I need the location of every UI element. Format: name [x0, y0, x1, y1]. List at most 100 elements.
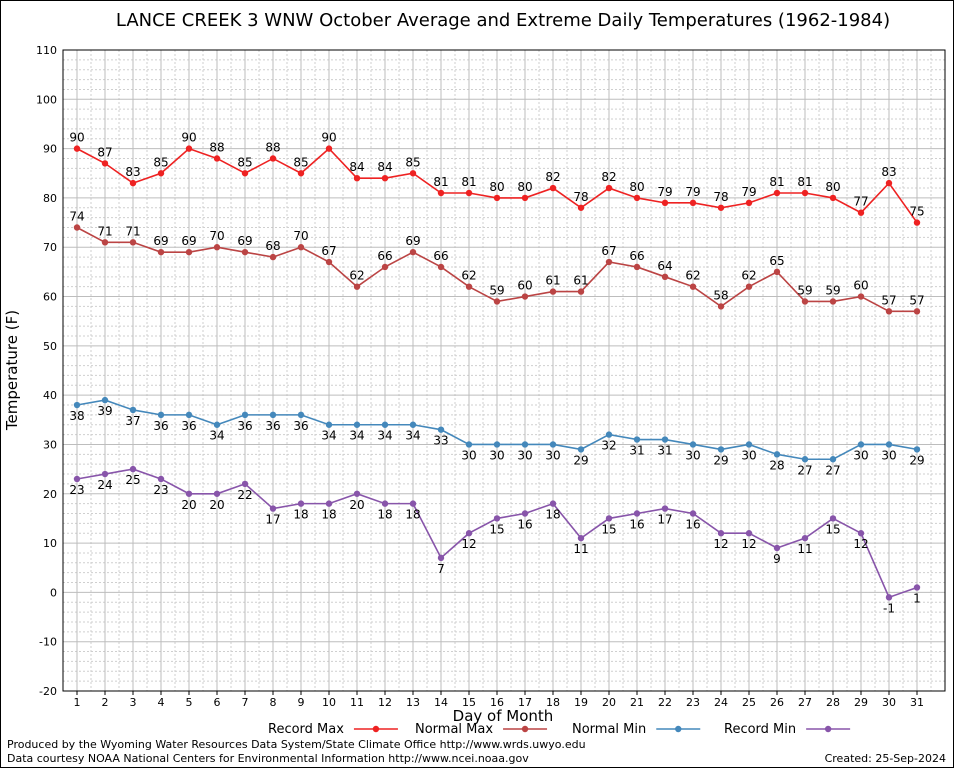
data-label: 9 [773, 552, 781, 566]
x-tick-label: 8 [270, 696, 277, 709]
data-point [157, 411, 165, 419]
legend-item: Record Min [724, 722, 851, 737]
data-point [157, 475, 165, 483]
data-point [605, 515, 613, 522]
data-point [857, 441, 865, 448]
data-point [129, 406, 137, 414]
data-point [773, 544, 781, 552]
data-point [297, 170, 305, 177]
data-point [269, 505, 277, 512]
data-label: 80 [629, 180, 644, 194]
series-record-max: 90 87 83 85 90 88 85 88 85 90 84 84 85 81 81 80 80 82 78 82… [69, 131, 925, 226]
data-point [549, 441, 557, 448]
data-label: 36 [293, 419, 308, 433]
data-label: 82 [545, 170, 560, 184]
data-label: 18 [405, 508, 420, 522]
data-label: 31 [629, 444, 644, 458]
data-point [745, 441, 753, 448]
data-label: 20 [181, 498, 196, 512]
data-label: 30 [853, 448, 868, 462]
data-label: 80 [825, 180, 840, 194]
x-tick-label: 20 [602, 696, 616, 709]
data-label: 60 [853, 279, 868, 293]
data-label: 71 [125, 224, 140, 238]
data-point [521, 441, 529, 448]
x-tick-label: 6 [214, 696, 221, 709]
x-tick-label: 10 [322, 696, 336, 709]
data-point [381, 421, 389, 428]
data-point [717, 204, 725, 211]
y-tick-label: 40 [43, 389, 57, 402]
legend-item: Normal Max [415, 722, 548, 737]
legend: Record Max Normal Max Normal Min Record Min [268, 722, 851, 737]
data-point [885, 179, 893, 187]
data-label: 34 [349, 429, 364, 443]
y-axis-label: Temperature (F) [3, 310, 21, 431]
data-point [605, 258, 613, 266]
data-label: 85 [405, 155, 420, 169]
data-point [353, 421, 361, 428]
data-point [213, 421, 221, 428]
data-label: 62 [461, 269, 476, 283]
data-label: 69 [405, 234, 420, 248]
data-point [101, 239, 109, 246]
data-label: 28 [769, 458, 784, 472]
data-point [409, 500, 417, 507]
data-label: 33 [433, 434, 448, 448]
data-label: 69 [153, 234, 168, 248]
data-point [185, 145, 193, 152]
x-tick-label: 27 [798, 696, 812, 709]
series-layer: 90 87 83 85 90 88 85 88 85 90 84 84 85 81 81 80 80 82 78 82… [69, 131, 924, 616]
data-label: 15 [489, 522, 504, 536]
data-point [577, 288, 585, 295]
data-point [437, 554, 445, 562]
y-tick-label: 20 [43, 488, 57, 501]
data-label: 62 [349, 269, 364, 283]
data-point [297, 244, 305, 251]
data-point [773, 268, 781, 276]
x-tick-label: 18 [546, 696, 560, 709]
data-label: 12 [461, 537, 476, 551]
data-label: 30 [685, 448, 700, 462]
data-label: 12 [713, 537, 728, 551]
data-point [717, 303, 725, 310]
data-label: 27 [797, 463, 812, 477]
legend-swatch-marker [372, 725, 380, 733]
data-point [745, 283, 753, 290]
data-label: 88 [265, 140, 280, 154]
data-label: 82 [601, 170, 616, 184]
data-label: 22 [237, 488, 252, 502]
data-label: 37 [125, 414, 140, 428]
data-point [689, 510, 697, 517]
data-label: 32 [601, 439, 616, 453]
data-label: 83 [881, 165, 896, 179]
data-point [549, 288, 557, 295]
data-point [661, 436, 669, 443]
data-label: 85 [237, 155, 252, 169]
data-point [325, 421, 333, 428]
y-tick-label: 10 [43, 537, 57, 550]
data-label: 36 [181, 419, 196, 433]
data-label: 58 [713, 288, 728, 302]
data-label: 83 [125, 165, 140, 179]
data-point [129, 239, 137, 246]
footer-data-courtesy: Data courtesy NOAA National Centers for … [7, 752, 529, 765]
data-label: 30 [489, 448, 504, 462]
data-label: 15 [825, 522, 840, 536]
data-label: 12 [741, 537, 756, 551]
data-point [493, 441, 501, 448]
data-label: 75 [909, 205, 924, 219]
data-point [241, 170, 249, 177]
x-tick-label: 1 [74, 696, 81, 709]
legend-swatch-marker [675, 725, 682, 733]
data-point [521, 293, 529, 300]
y-tick-label: 90 [43, 143, 57, 156]
data-label: 90 [321, 131, 336, 145]
data-point [381, 175, 389, 182]
data-label: 11 [797, 542, 812, 556]
data-point [549, 184, 557, 192]
x-tick-label: 3 [130, 696, 137, 709]
data-point [409, 421, 417, 428]
data-label: 67 [321, 244, 336, 258]
data-label: 70 [209, 229, 224, 243]
